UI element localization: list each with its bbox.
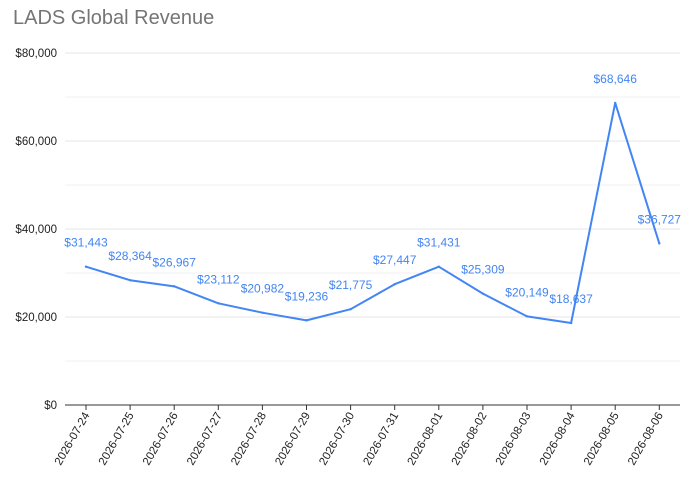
- data-label: $20,982: [241, 282, 285, 296]
- data-point: [261, 311, 264, 314]
- x-tick-label: 2026-07-25: [97, 411, 137, 468]
- x-tick-label: 2026-07-27: [185, 411, 225, 468]
- x-tick-label: 2026-07-26: [141, 411, 181, 468]
- series-line: [84, 101, 661, 325]
- data-label: $27,447: [373, 253, 417, 267]
- data-point: [481, 292, 485, 295]
- data-labels: $31,443$28,364 $26,967$23,112$20,982$19,2…: [64, 72, 681, 306]
- data-point: [349, 307, 352, 311]
- x-tick-label: 2026-08-02: [450, 411, 490, 468]
- data-point: [569, 321, 573, 325]
- data-label: $31,443: [64, 236, 108, 250]
- data-point: [614, 101, 617, 105]
- x-tick-label: 2026-07-24: [53, 410, 93, 467]
- revenue-line: [85, 101, 661, 324]
- y-tick-label: $80,000: [15, 48, 57, 60]
- data-label: $36,727: [638, 212, 682, 226]
- data-label: $31,431: [417, 236, 461, 250]
- data-label: $23,112: [197, 272, 240, 286]
- data-point: [658, 242, 661, 245]
- data-label: $21,775: [329, 278, 373, 292]
- x-tick-label: 2026-08-01: [406, 411, 446, 468]
- y-tick-label: $20,000: [15, 312, 57, 324]
- y-tick-label: $0: [44, 400, 57, 412]
- x-tick-label: 2026-08-03: [494, 411, 534, 468]
- chart-title: LADS Global Revenue: [13, 7, 215, 29]
- data-label: $18,637: [549, 292, 593, 306]
- data-label: $25,309: [461, 263, 505, 277]
- data-point: [393, 283, 396, 286]
- y-tick-label: $60,000: [15, 136, 57, 148]
- data-label: $26,967: [153, 255, 197, 269]
- data-label: $68,646: [594, 72, 638, 86]
- data-point: [305, 319, 308, 322]
- data-point: [84, 265, 88, 268]
- x-tick-label: 2026-07-29: [273, 411, 313, 468]
- data-label: $19,236: [285, 289, 329, 303]
- x-tick-label: 2026-08-06: [626, 411, 666, 468]
- x-tick-label: 2026-08-05: [582, 411, 622, 468]
- x-tick-label: 2026-08-04: [538, 410, 578, 467]
- data-point: [525, 315, 529, 318]
- data-point: [217, 302, 220, 305]
- data-label: $28,364: [108, 249, 152, 263]
- x-tick-label: 2026-07-31: [361, 411, 401, 468]
- data-label: $20,149: [505, 285, 549, 299]
- data-point: [128, 278, 132, 282]
- x-axis-ticks: 2026-07-24 2026-07-25 2026-07-26 2026-07-27…: [53, 405, 666, 467]
- x-tick-label: 2026-07-28: [229, 411, 269, 468]
- data-point: [173, 285, 176, 288]
- x-tick-label: 2026-07-30: [317, 411, 357, 468]
- y-tick-label: $40,000: [15, 224, 57, 236]
- y-axis-ticks: $0 $20,000 $40,000 $60,000 $80,000: [15, 48, 57, 412]
- gridlines: [65, 52, 680, 406]
- data-point: [437, 265, 440, 268]
